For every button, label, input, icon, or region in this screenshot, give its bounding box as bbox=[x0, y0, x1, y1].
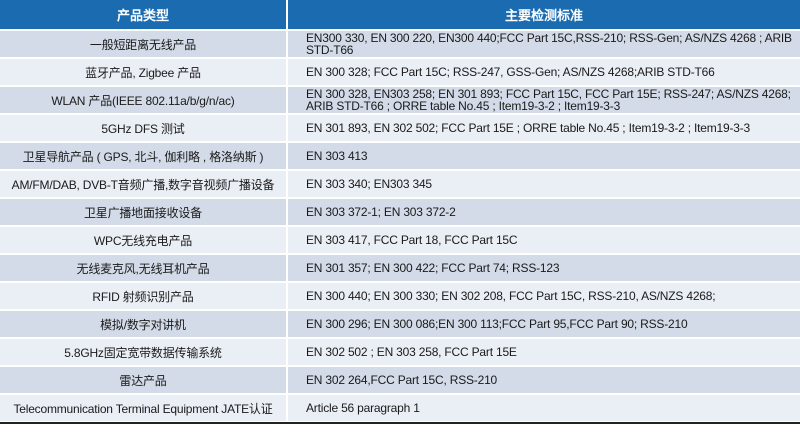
table-row: 5.8GHz固定宽带数据传输系统 EN 302 502 ; EN 303 258,… bbox=[0, 337, 800, 365]
table-header: 产品类型 主要检测标准 bbox=[0, 0, 800, 29]
product-type-cell: 无线麦克风,无线耳机产品 bbox=[0, 255, 288, 281]
product-type-cell: 模拟/数字对讲机 bbox=[0, 311, 288, 337]
standards-cell: EN 300 440; EN 300 330; EN 302 208, FCC … bbox=[306, 289, 716, 303]
product-type-cell: 雷达产品 bbox=[0, 367, 288, 393]
standards-table: 产品类型 主要检测标准 一般短距离无线产品 EN300 330, EN 300 2… bbox=[0, 0, 800, 421]
standards-cell: EN 302 502 ; EN 303 258, FCC Part 15E bbox=[306, 345, 517, 359]
product-type-cell: 卫星导航产品 ( GPS, 北斗, 伽利略 , 格洛纳斯 ) bbox=[0, 143, 288, 169]
product-type-cell: WLAN 产品(IEEE 802.11a/b/g/n/ac) bbox=[0, 87, 288, 113]
product-type-cell: AM/FM/DAB, DVB-T音频广播,数字音视频广播设备 bbox=[0, 171, 288, 197]
standards-cell: EN 302 264,FCC Part 15C, RSS-210 bbox=[306, 373, 498, 387]
product-type-cell: Telecommunication Terminal Equipment JAT… bbox=[0, 395, 288, 421]
table-row: AM/FM/DAB, DVB-T音频广播,数字音视频广播设备 EN 303 340… bbox=[0, 169, 800, 197]
product-type-cell: 卫星广播地面接收设备 bbox=[0, 199, 288, 225]
table-row: 蓝牙产品, Zigbee 产品 EN 300 328; FCC Part 15C;… bbox=[0, 57, 800, 85]
header-standards: 主要检测标准 bbox=[504, 8, 583, 23]
product-type-cell: 5GHz DFS 测试 bbox=[0, 115, 288, 141]
standards-cell: EN 303 417, FCC Part 18, FCC Part 15C bbox=[306, 233, 518, 247]
product-type-cell: WPC无线充电产品 bbox=[0, 227, 288, 253]
standards-cell: EN 303 340; EN303 345 bbox=[306, 177, 432, 191]
table-row: 一般短距离无线产品 EN300 330, EN 300 220, EN300 44… bbox=[0, 29, 800, 57]
table-row: 无线麦克风,无线耳机产品 EN 301 357; EN 300 422; FCC … bbox=[0, 253, 800, 281]
table-row: 卫星广播地面接收设备 EN 303 372-1; EN 303 372-2 bbox=[0, 197, 800, 225]
standards-cell: EN 303 413 bbox=[306, 149, 368, 163]
table-row: 卫星导航产品 ( GPS, 北斗, 伽利略 , 格洛纳斯 ) EN 303 413 bbox=[0, 141, 800, 169]
product-type-cell: 蓝牙产品, Zigbee 产品 bbox=[0, 59, 288, 85]
standards-cell: EN 300 296; EN 300 086;EN 300 113;FCC Pa… bbox=[306, 317, 688, 331]
standards-cell: EN 301 357; EN 300 422; FCC Part 74; RSS… bbox=[306, 261, 560, 275]
table-row: 雷达产品 EN 302 264,FCC Part 15C, RSS-210 bbox=[0, 365, 800, 393]
product-type-cell: RFID 射频识别产品 bbox=[0, 283, 288, 309]
table-row: WPC无线充电产品 EN 303 417, FCC Part 18, FCC Pa… bbox=[0, 225, 800, 253]
standards-cell: EN300 330, EN 300 220, EN300 440;FCC Par… bbox=[306, 31, 792, 57]
table-body: 一般短距离无线产品 EN300 330, EN 300 220, EN300 44… bbox=[0, 29, 800, 421]
standards-cell: EN 300 328, EN303 258; EN 301 893; FCC P… bbox=[306, 87, 791, 113]
standards-cell: EN 301 893, EN 302 502; FCC Part 15E ; O… bbox=[306, 121, 751, 135]
table-row: 模拟/数字对讲机 EN 300 296; EN 300 086;EN 300 11… bbox=[0, 309, 800, 337]
table-row: Telecommunication Terminal Equipment JAT… bbox=[0, 393, 800, 421]
standards-cell: EN 303 372-1; EN 303 372-2 bbox=[306, 205, 456, 219]
header-product-type: 产品类型 bbox=[0, 0, 288, 29]
table-row: RFID 射频识别产品 EN 300 440; EN 300 330; EN 30… bbox=[0, 281, 800, 309]
standards-cell: EN 300 328; FCC Part 15C; RSS-247, GSS-G… bbox=[306, 65, 715, 79]
bottom-border bbox=[0, 422, 800, 424]
product-type-cell: 5.8GHz固定宽带数据传输系统 bbox=[0, 339, 288, 365]
product-type-cell: 一般短距离无线产品 bbox=[0, 31, 288, 57]
table-row: 5GHz DFS 测试 EN 301 893, EN 302 502; FCC P… bbox=[0, 113, 800, 141]
table-row: WLAN 产品(IEEE 802.11a/b/g/n/ac) EN 300 328… bbox=[0, 85, 800, 113]
standards-cell: Article 56 paragraph 1 bbox=[306, 401, 420, 415]
